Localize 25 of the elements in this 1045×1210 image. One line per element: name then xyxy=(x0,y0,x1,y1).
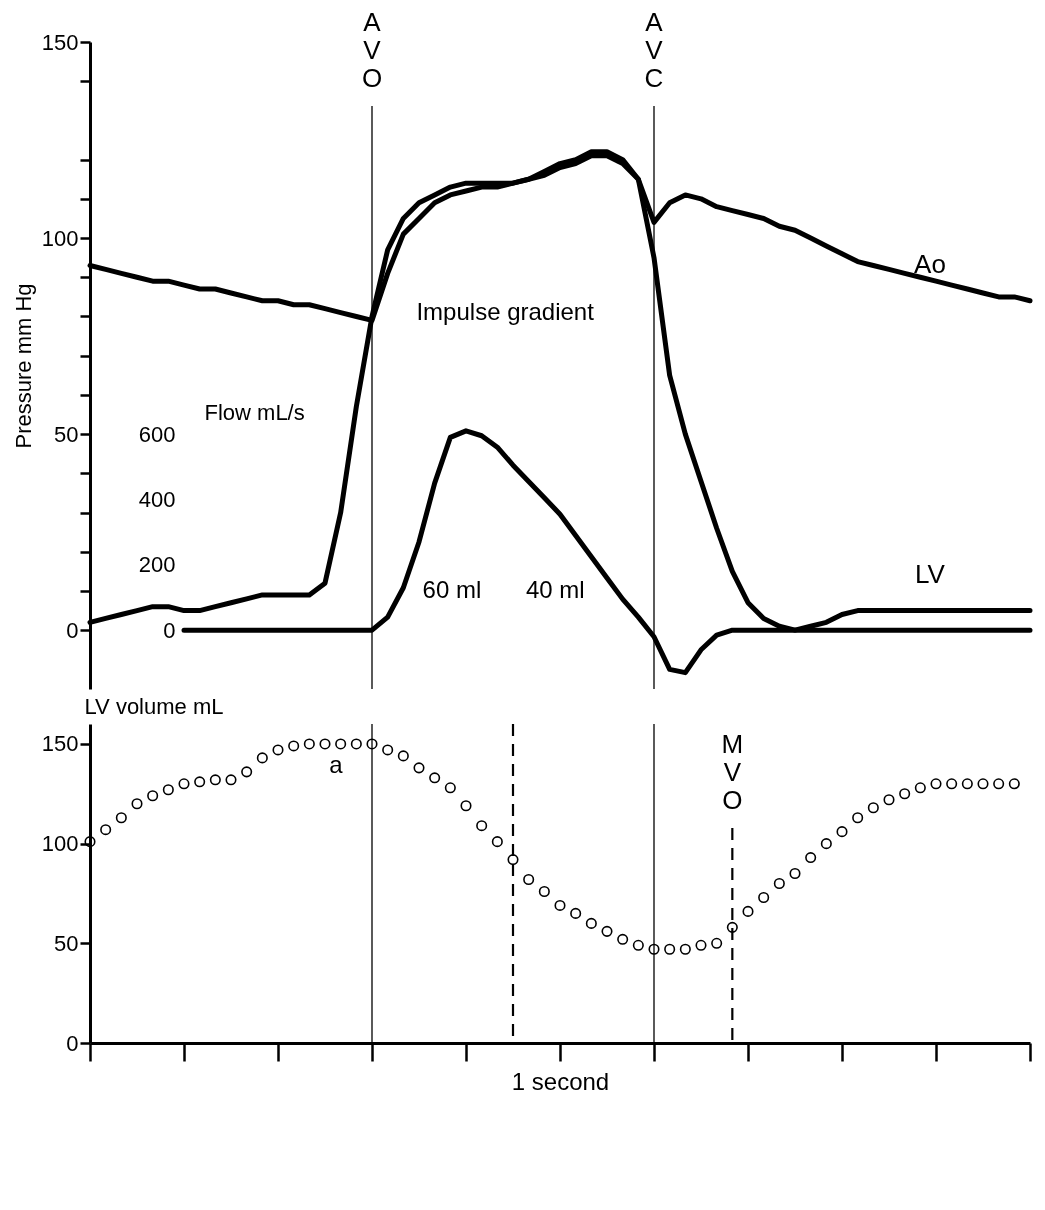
y2-tick-label: 400 xyxy=(138,486,176,512)
y-axis-title: LV volume mL xyxy=(84,693,224,719)
annotation: 60 ml xyxy=(422,575,482,603)
series-label: LV xyxy=(915,558,946,589)
y-tick-label: 100 xyxy=(41,831,79,857)
annotation: AVC xyxy=(644,7,664,93)
y-tick-label: 0 xyxy=(66,1030,79,1056)
annotation: AVO xyxy=(361,7,383,93)
y-tick-label: 0 xyxy=(66,617,79,643)
y-tick-label: 150 xyxy=(41,29,79,55)
annotation: Impulse gradient xyxy=(416,297,595,325)
x-axis-title: 1 second xyxy=(511,1067,610,1095)
y-tick-label: 100 xyxy=(41,225,79,251)
y-tick-label: 50 xyxy=(54,421,79,447)
y2-tick-label: 0 xyxy=(163,617,176,643)
annotation: 40 ml xyxy=(525,575,585,603)
annotation: a xyxy=(329,750,344,778)
annotation: MVO xyxy=(721,729,744,815)
y-axis-title: Pressure mm Hg xyxy=(10,283,36,449)
y-tick-label: 50 xyxy=(54,930,79,956)
y2-tick-label: 600 xyxy=(138,421,176,447)
y2-axis-title: Flow mL/s xyxy=(204,399,305,425)
y-tick-label: 150 xyxy=(41,731,79,757)
series-label: Ao xyxy=(914,248,946,279)
y2-tick-label: 200 xyxy=(138,552,176,578)
